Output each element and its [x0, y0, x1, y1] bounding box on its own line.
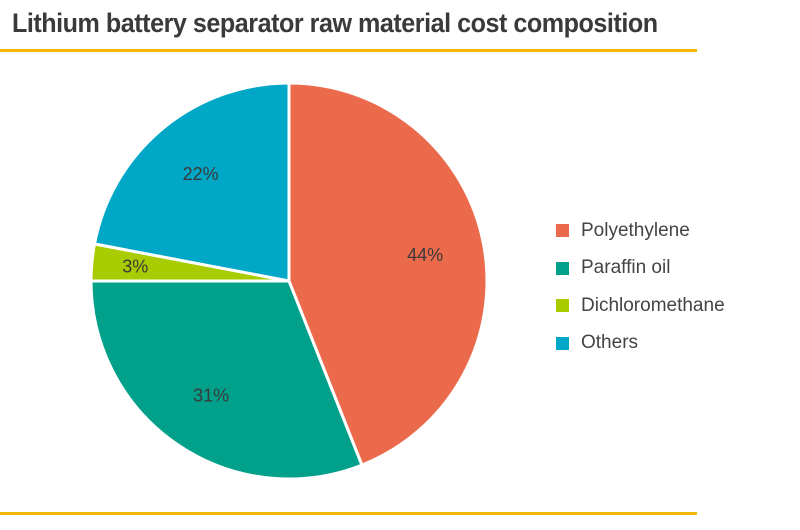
data-label: 22%: [183, 164, 219, 184]
legend-item: Polyethylene: [556, 212, 725, 250]
bottom-rule: [0, 512, 697, 515]
pie-slice-polyethylene: [287, 81, 489, 468]
data-label: 31%: [193, 386, 229, 406]
legend-label: Others: [581, 332, 639, 354]
legend-label: Polyethylene: [581, 219, 690, 241]
legend-label: Paraffin oil: [581, 257, 671, 279]
pie-slice-paraffin-oil: [89, 279, 364, 481]
title-underline: [0, 49, 697, 52]
legend-swatch: [556, 224, 569, 238]
data-label: 3%: [122, 256, 148, 276]
legend-label: Dichloromethane: [581, 294, 725, 316]
legend-swatch: [556, 336, 569, 350]
data-label: 44%: [407, 245, 443, 265]
legend-swatch: [556, 299, 569, 313]
legend-item: Others: [556, 325, 725, 363]
chart-title: Lithium battery separator raw material c…: [12, 8, 658, 38]
legend-swatch: [556, 261, 569, 275]
pie-slice-others: [92, 81, 291, 283]
legend-item: Dichloromethane: [556, 287, 725, 325]
legend-item: Paraffin oil: [556, 250, 725, 288]
legend: Polyethylene Paraffin oil Dichloromethane O…: [556, 212, 725, 362]
